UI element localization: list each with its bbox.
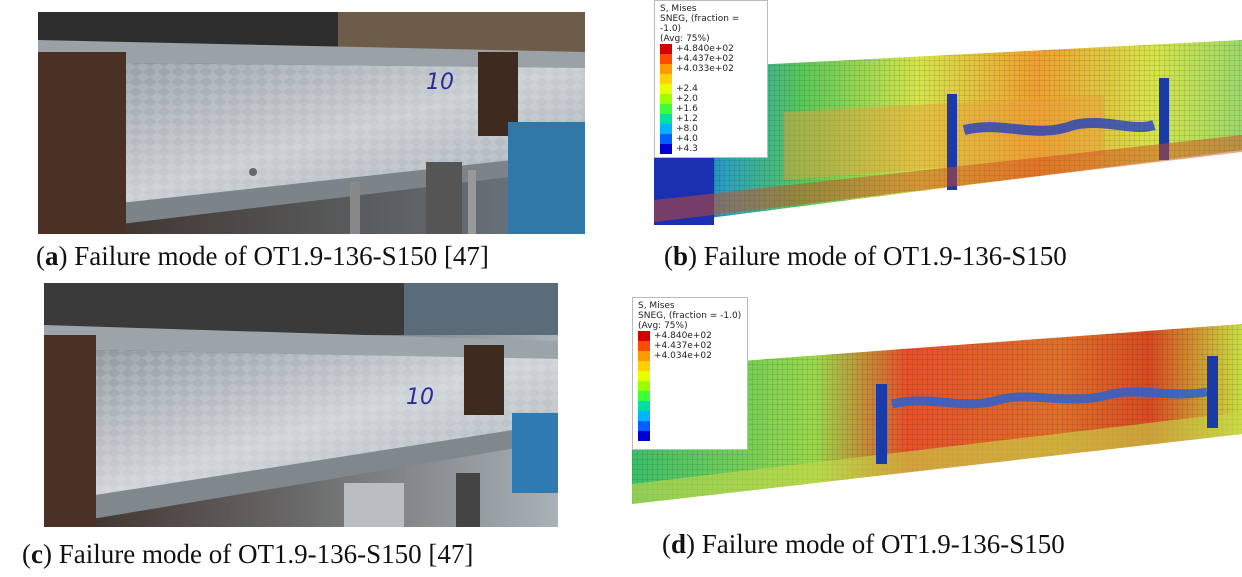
legend-b-row: +1.2 bbox=[660, 114, 762, 124]
legend-b-subtitle: SNEG, (fraction = -1.0) bbox=[660, 14, 740, 34]
legend-b-row: +1.6 bbox=[660, 104, 762, 114]
legend-d-row bbox=[638, 381, 742, 391]
legend-b-row: +4.0 bbox=[660, 134, 762, 144]
caption-d: (d) Failure mode of OT1.9-136-S150 bbox=[662, 529, 1065, 559]
legend-d-row bbox=[638, 371, 742, 381]
legend-d-row bbox=[638, 431, 742, 441]
photo-a-image bbox=[38, 12, 585, 234]
caption-c: (c) Failure mode of OT1.9-136-S150 [47] bbox=[22, 539, 474, 569]
fe-panel-d: S, Mises SNEG, (fraction = -1.0) (Avg: 7… bbox=[632, 294, 1242, 514]
legend-d-row: +4.437e+02 bbox=[638, 341, 742, 351]
photo-panel-a: 10 bbox=[38, 12, 585, 234]
legend-b-row: +2.4 bbox=[660, 84, 762, 94]
caption-a-letter: a bbox=[45, 241, 59, 271]
legend-b-avg: (Avg: 75%) bbox=[660, 34, 710, 44]
legend-b-row: +4.437e+02 bbox=[660, 54, 762, 64]
legend-d-avg: (Avg: 75%) bbox=[638, 321, 688, 331]
caption-b: (b) Failure mode of OT1.9-136-S150 bbox=[664, 241, 1067, 271]
fe-panel-b: S, Mises SNEG, (fraction = -1.0) (Avg: 7… bbox=[654, 0, 1242, 236]
fe-b-contour bbox=[654, 40, 1242, 225]
photo-panel-c: 10 bbox=[44, 283, 558, 527]
legend-d-row bbox=[638, 401, 742, 411]
legend-b-row: +4.3 bbox=[660, 144, 762, 154]
legend-b-row: +8.0 bbox=[660, 124, 762, 134]
legend-b-title: S, Mises bbox=[660, 4, 697, 14]
legend-d-row bbox=[638, 391, 742, 401]
legend-b-row: +4.840e+02 bbox=[660, 44, 762, 54]
legend-b-row bbox=[660, 74, 762, 84]
caption-d-letter: d bbox=[671, 529, 687, 559]
legend-d-row bbox=[638, 421, 742, 431]
contour-legend-d: S, Mises SNEG, (fraction = -1.0) (Avg: 7… bbox=[632, 297, 748, 450]
caption-c-letter: c bbox=[31, 539, 43, 569]
legend-d-row: +4.034e+02 bbox=[638, 351, 742, 361]
legend-d-row: +4.840e+02 bbox=[638, 331, 742, 341]
legend-d-subtitle: SNEG, (fraction = -1.0) bbox=[638, 311, 742, 321]
caption-b-letter: b bbox=[673, 241, 689, 271]
caption-a: (a) Failure mode of OT1.9-136-S150 [47] bbox=[36, 241, 489, 271]
caption-a-text: Failure mode of OT1.9-136-S150 [47] bbox=[74, 241, 489, 271]
legend-d-row bbox=[638, 361, 742, 371]
legend-d-title: S, Mises bbox=[638, 301, 675, 311]
contour-legend-b: S, Mises SNEG, (fraction = -1.0) (Avg: 7… bbox=[654, 0, 768, 158]
handwritten-mark-a: 10 bbox=[426, 70, 454, 95]
fe-d-contour bbox=[632, 324, 1242, 504]
caption-d-text: Failure mode of OT1.9-136-S150 bbox=[701, 529, 1065, 559]
legend-b-row: +4.033e+02 bbox=[660, 64, 762, 74]
caption-b-text: Failure mode of OT1.9-136-S150 bbox=[703, 241, 1067, 271]
legend-d-row bbox=[638, 411, 742, 421]
caption-c-text: Failure mode of OT1.9-136-S150 [47] bbox=[58, 539, 474, 569]
legend-b-row: +2.0 bbox=[660, 94, 762, 104]
photo-c-image bbox=[44, 283, 558, 527]
handwritten-mark-c: 10 bbox=[406, 385, 434, 410]
